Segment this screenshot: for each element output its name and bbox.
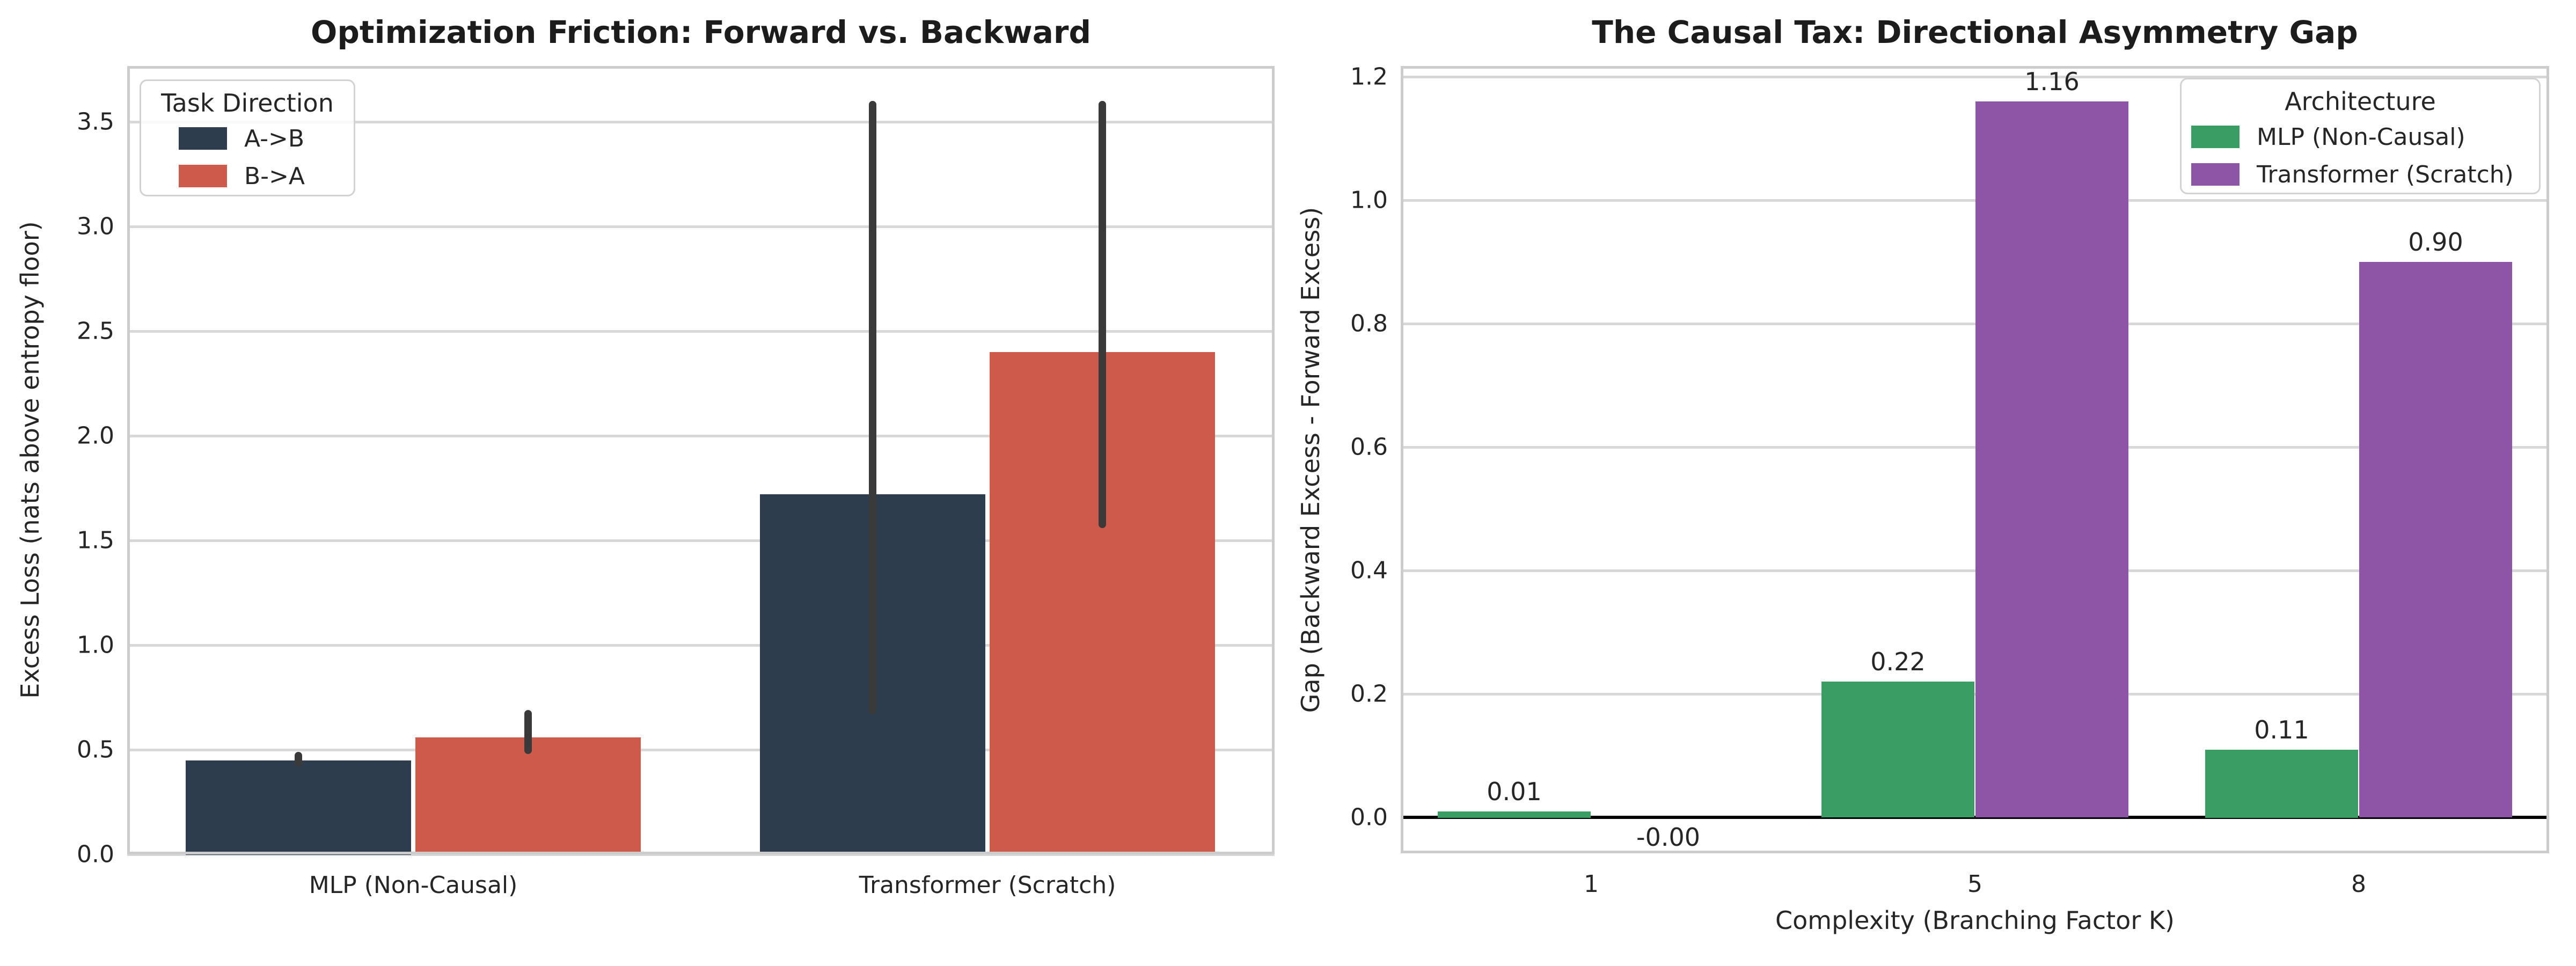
- gridline: [127, 435, 1275, 437]
- y-tick-label: 1.0: [77, 631, 114, 659]
- bar-transformer-scratch-: [2359, 262, 2512, 817]
- gridline: [1401, 323, 2549, 325]
- y-tick-label: 2.5: [77, 317, 114, 345]
- legend-swatch: [2191, 126, 2240, 148]
- y-tick-label: 0.0: [1350, 803, 1388, 831]
- y-tick-label: 2.0: [77, 422, 114, 450]
- zero-line: [1401, 816, 2549, 819]
- gridline: [127, 853, 1275, 856]
- bar-mlp-non-causal-: [2205, 749, 2358, 818]
- left-legend-title: Task Direction: [161, 89, 334, 118]
- error-bar: [869, 101, 876, 714]
- bar-value-label: 0.22: [1870, 647, 1926, 676]
- y-tick-label: 3.0: [77, 213, 114, 240]
- gridline: [127, 330, 1275, 333]
- x-tick-label: MLP (Non-Causal): [309, 872, 518, 899]
- right-chart-title: The Causal Tax: Directional Asymmetry Ga…: [1592, 14, 2358, 50]
- bar-value-label: -0.00: [1636, 823, 1701, 852]
- gridline: [1401, 76, 2549, 78]
- legend-item-label: A->B: [244, 125, 305, 152]
- right-legend: Architecture MLP (Non-Causal) Transformer…: [2180, 78, 2541, 194]
- x-tick-label: 8: [2351, 870, 2366, 898]
- gridline: [127, 749, 1275, 751]
- x-tick-label: 5: [1967, 870, 1982, 898]
- y-tick-label: 0.5: [77, 736, 114, 764]
- right-plot-area: [1401, 66, 2549, 853]
- x-tick-label: 1: [1584, 870, 1599, 898]
- legend-item: A->B: [179, 120, 354, 157]
- gridline: [127, 644, 1275, 647]
- bar-value-label: 1.16: [2024, 67, 2080, 96]
- legend-item: Transformer (Scratch): [2191, 156, 2539, 193]
- legend-item-label: MLP (Non-Causal): [2257, 123, 2465, 151]
- left-legend: Task Direction A->B B->A: [140, 79, 355, 196]
- error-bar: [295, 751, 302, 767]
- gridline: [1401, 569, 2549, 572]
- bar-mlp-non-causal-: [1438, 811, 1591, 818]
- bar-b-a: [415, 737, 641, 854]
- y-tick-label: 0.6: [1350, 433, 1388, 461]
- legend-swatch: [2191, 163, 2240, 186]
- error-bar: [1099, 101, 1106, 528]
- legend-swatch: [179, 127, 227, 150]
- gridline: [127, 121, 1275, 123]
- right-legend-title: Architecture: [2285, 87, 2436, 116]
- left-y-axis-label: Excess Loss (nats above entropy floor): [16, 221, 45, 699]
- bar-value-label: 0.11: [2254, 715, 2309, 744]
- right-x-axis-label: Complexity (Branching Factor K): [1775, 906, 2175, 935]
- bar-mlp-non-causal-: [1821, 682, 1974, 817]
- bar-transformer-scratch-: [1975, 101, 2128, 817]
- y-tick-label: 0.4: [1350, 557, 1388, 584]
- y-tick-label: 3.5: [77, 108, 114, 136]
- gridline: [1401, 199, 2549, 202]
- bar-a-b: [186, 760, 411, 855]
- legend-item: MLP (Non-Causal): [2191, 118, 2539, 156]
- error-bar: [524, 709, 532, 754]
- gridline: [1401, 693, 2549, 696]
- legend-item-label: B->A: [244, 162, 305, 190]
- left-plot-area: [127, 66, 1275, 856]
- left-chart-title: Optimization Friction: Forward vs. Backw…: [311, 14, 1091, 50]
- y-tick-label: 0.2: [1350, 680, 1388, 708]
- bar-value-label: 0.01: [1487, 777, 1542, 806]
- bar-value-label: 0.90: [2408, 228, 2463, 257]
- x-tick-label: Transformer (Scratch): [859, 872, 1116, 899]
- legend-item: B->A: [179, 157, 354, 195]
- y-tick-label: 0.8: [1350, 310, 1388, 338]
- right-y-axis-label: Gap (Backward Excess - Forward Excess): [1296, 207, 1325, 713]
- y-tick-label: 1.5: [77, 526, 114, 554]
- y-tick-label: 1.2: [1350, 63, 1388, 91]
- legend-item-label: Transformer (Scratch): [2257, 160, 2514, 188]
- y-tick-label: 0.0: [77, 840, 114, 868]
- gridline: [1401, 446, 2549, 449]
- gridline: [127, 539, 1275, 542]
- y-tick-label: 1.0: [1350, 186, 1388, 214]
- legend-swatch: [179, 165, 227, 187]
- gridline: [127, 225, 1275, 228]
